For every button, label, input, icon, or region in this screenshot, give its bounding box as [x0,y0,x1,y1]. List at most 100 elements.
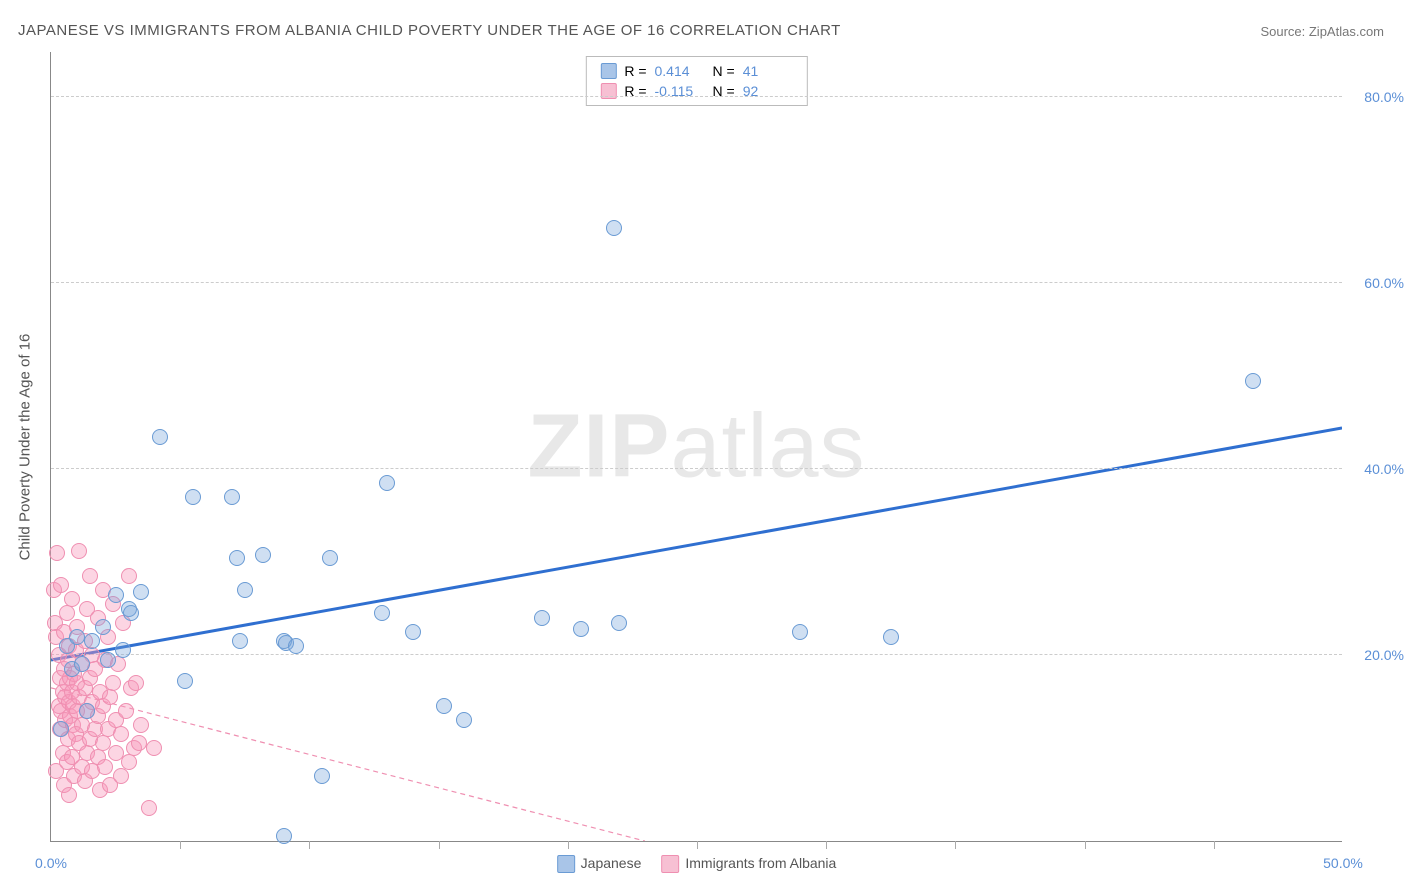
data-point [185,489,201,505]
legend-item: Immigrants from Albania [661,855,836,873]
gridline [51,96,1342,97]
data-point [131,735,147,751]
data-point [141,800,157,816]
stats-row-series-1: R = 0.414 N = 41 [600,61,792,81]
swatch-icon [600,63,616,79]
data-point [82,568,98,584]
data-point [133,584,149,600]
x-tick [697,841,698,849]
x-tick [180,841,181,849]
data-point [115,642,131,658]
y-tick-label: 60.0% [1364,275,1404,291]
trend-line [51,688,645,841]
x-tick [1085,841,1086,849]
data-point [61,787,77,803]
x-tick-label: 0.0% [35,855,67,871]
data-point [113,768,129,784]
data-point [456,712,472,728]
y-tick-label: 40.0% [1364,461,1404,477]
data-point [100,652,116,668]
x-tick [309,841,310,849]
data-point [146,740,162,756]
x-tick [955,841,956,849]
x-tick-label: 50.0% [1323,855,1363,871]
data-point [606,220,622,236]
watermark: ZIPatlas [527,395,865,498]
data-point [113,726,129,742]
data-point [177,673,193,689]
data-point [108,587,124,603]
data-point [288,638,304,654]
data-point [229,550,245,566]
gridline [51,282,1342,283]
data-point [224,489,240,505]
legend-label: Immigrants from Albania [685,855,836,871]
data-point [232,633,248,649]
data-point [314,768,330,784]
stats-n-label: N = [713,63,735,79]
data-point [74,656,90,672]
y-tick-label: 80.0% [1364,89,1404,105]
stats-row-series-2: R = -0.115 N = 92 [600,81,792,101]
data-point [792,624,808,640]
watermark-atlas: atlas [670,396,865,496]
data-point [102,689,118,705]
legend-label: Japanese [581,855,642,871]
data-point [123,605,139,621]
data-point [573,621,589,637]
data-point [97,759,113,775]
data-point [611,615,627,631]
data-point [405,624,421,640]
data-point [79,703,95,719]
data-point [436,698,452,714]
data-point [53,721,69,737]
data-point [95,619,111,635]
data-point [133,717,149,733]
data-point [59,605,75,621]
data-point [71,543,87,559]
chart-container: JAPANESE VS IMMIGRANTS FROM ALBANIA CHIL… [0,0,1406,892]
swatch-icon [661,855,679,873]
data-point [49,545,65,561]
x-tick [439,841,440,849]
swatch-icon [557,855,575,873]
data-point [128,675,144,691]
chart-title: JAPANESE VS IMMIGRANTS FROM ALBANIA CHIL… [18,22,841,39]
data-point [69,629,85,645]
data-point [237,582,253,598]
data-point [534,610,550,626]
data-point [276,828,292,844]
legend-item: Japanese [557,855,642,873]
data-point [121,754,137,770]
trend-lines-svg [51,52,1342,841]
stats-r-label: R = [624,63,646,79]
gridline [51,654,1342,655]
data-point [379,475,395,491]
stats-legend: R = 0.414 N = 41 R = -0.115 N = 92 [585,56,807,106]
x-tick [568,841,569,849]
stats-n-value: 41 [743,63,793,79]
data-point [105,675,121,691]
y-tick-label: 20.0% [1364,647,1404,663]
gridline [51,468,1342,469]
data-point [374,605,390,621]
data-point [64,591,80,607]
source-attribution: Source: ZipAtlas.com [1260,24,1384,39]
y-axis-label: Child Poverty Under the Age of 16 [17,333,34,560]
plot-area: ZIPatlas Child Poverty Under the Age of … [50,52,1342,842]
data-point [152,429,168,445]
data-point [1245,373,1261,389]
data-point [883,629,899,645]
data-point [118,703,134,719]
data-point [121,568,137,584]
data-point [84,633,100,649]
series-legend: Japanese Immigrants from Albania [557,855,837,873]
x-tick [1214,841,1215,849]
data-point [53,577,69,593]
trend-line [51,428,1342,660]
stats-r-value: 0.414 [655,63,705,79]
data-point [255,547,271,563]
x-tick [826,841,827,849]
watermark-zip: ZIP [527,396,670,496]
data-point [322,550,338,566]
